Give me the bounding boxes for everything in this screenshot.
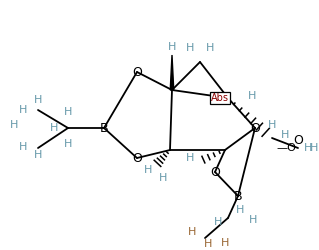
Text: H: H bbox=[304, 143, 312, 153]
Text: H: H bbox=[186, 43, 194, 53]
Text: O: O bbox=[293, 134, 303, 147]
Text: H: H bbox=[50, 123, 58, 133]
Text: O: O bbox=[132, 152, 142, 164]
Text: H: H bbox=[188, 227, 196, 237]
Text: Abs: Abs bbox=[211, 93, 229, 103]
Text: H: H bbox=[236, 205, 244, 215]
Text: H: H bbox=[214, 217, 222, 227]
Polygon shape bbox=[170, 55, 174, 90]
Text: H: H bbox=[206, 43, 214, 53]
Text: H: H bbox=[64, 107, 72, 117]
Text: H: H bbox=[186, 153, 194, 163]
Text: H: H bbox=[204, 239, 212, 249]
Text: H: H bbox=[19, 142, 27, 152]
Text: H: H bbox=[34, 95, 42, 105]
Text: H: H bbox=[10, 120, 18, 130]
Text: H: H bbox=[168, 42, 176, 52]
Text: H: H bbox=[64, 139, 72, 149]
Text: H: H bbox=[268, 120, 276, 130]
Text: O: O bbox=[132, 66, 142, 78]
Text: H: H bbox=[310, 143, 318, 153]
Text: —O: —O bbox=[276, 143, 296, 153]
Text: O: O bbox=[250, 122, 260, 134]
Text: H: H bbox=[281, 130, 289, 140]
Text: H: H bbox=[144, 165, 152, 175]
Text: B: B bbox=[100, 122, 108, 134]
Text: H: H bbox=[34, 150, 42, 160]
Text: H: H bbox=[249, 215, 257, 225]
Text: O: O bbox=[210, 166, 220, 178]
Text: H: H bbox=[248, 91, 256, 101]
Text: H: H bbox=[221, 238, 229, 248]
Text: H: H bbox=[19, 105, 27, 115]
Text: H: H bbox=[159, 173, 167, 183]
Text: B: B bbox=[234, 190, 242, 202]
